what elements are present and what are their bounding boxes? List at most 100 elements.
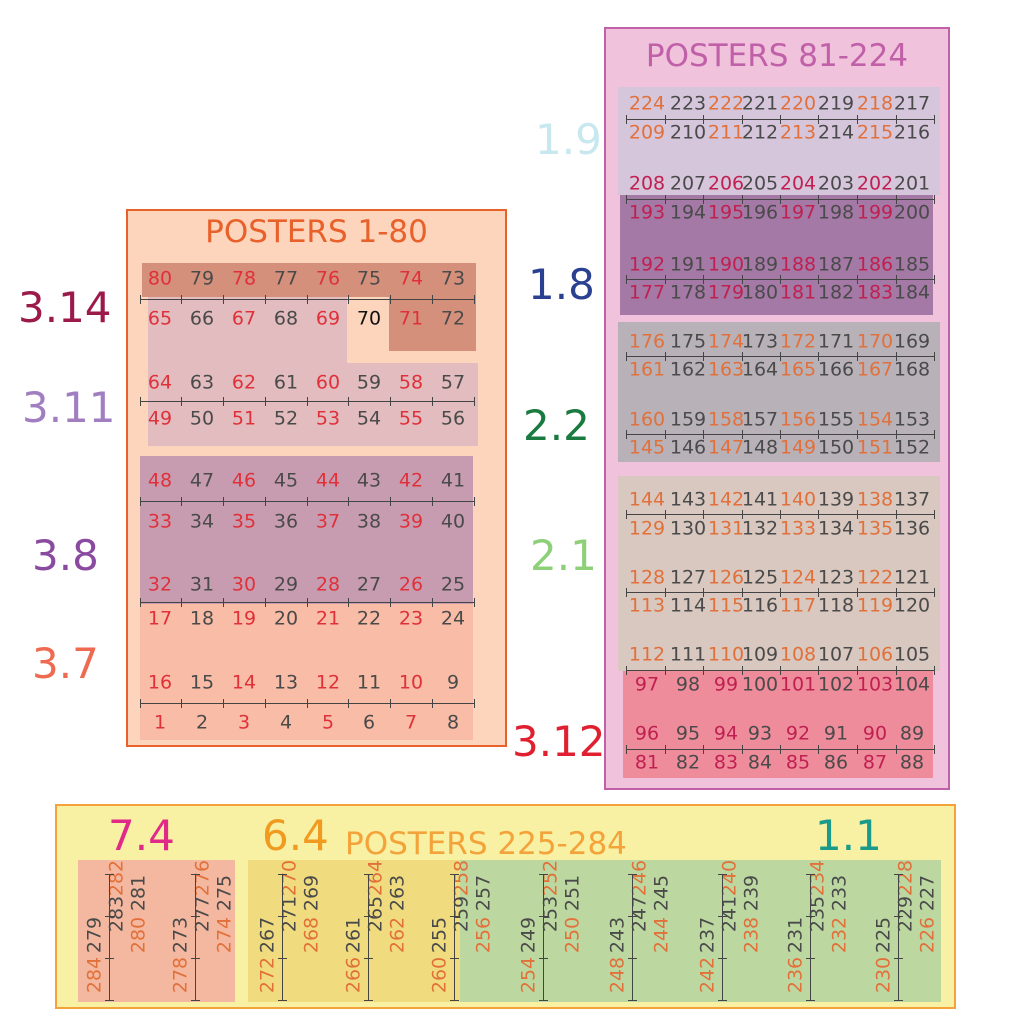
poster-number: 254 xyxy=(517,956,540,994)
poster-number: 73 xyxy=(440,267,466,290)
poster-number: 225 xyxy=(872,916,895,954)
poster-number: 232 xyxy=(828,916,851,954)
poster-number: 108 xyxy=(779,643,817,666)
poster-number: 279 xyxy=(83,916,106,954)
poster-number: 243 xyxy=(606,916,629,954)
divider-tick xyxy=(665,588,666,597)
poster-number: 129 xyxy=(628,517,666,540)
poster-number: 41 xyxy=(440,469,466,492)
poster-number: 259 xyxy=(450,895,473,933)
divider-tick xyxy=(742,195,743,204)
zone-label-3-12: 3.12 xyxy=(512,717,606,766)
poster-number: 79 xyxy=(189,267,215,290)
poster-number: 35 xyxy=(231,510,257,533)
poster-number: 275 xyxy=(213,874,236,912)
poster-number: 26 xyxy=(398,573,424,596)
divider-tick xyxy=(934,666,935,675)
poster-number: 85 xyxy=(785,751,811,774)
divider-tick xyxy=(703,745,704,754)
divider-tick xyxy=(105,874,114,875)
poster-number: 263 xyxy=(386,874,409,912)
poster-number: 132 xyxy=(741,517,779,540)
divider-tick xyxy=(780,195,781,204)
poster-number: 283 xyxy=(105,895,128,933)
divider-line xyxy=(454,874,455,1000)
divider-tick xyxy=(818,510,819,519)
poster-number: 97 xyxy=(634,673,660,696)
divider-tick xyxy=(665,666,666,675)
zone-label-3-8: 3.8 xyxy=(32,531,99,580)
divider-tick xyxy=(432,397,433,406)
poster-number: 238 xyxy=(740,916,763,954)
poster-number: 166 xyxy=(817,358,855,381)
poster-number: 228 xyxy=(894,859,917,897)
poster-number: 203 xyxy=(817,172,855,195)
divider-tick xyxy=(703,510,704,519)
poster-number: 94 xyxy=(713,722,739,745)
poster-number: 93 xyxy=(747,722,773,745)
poster-number: 257 xyxy=(472,874,495,912)
poster-number: 71 xyxy=(398,307,424,330)
poster-number: 83 xyxy=(713,751,739,774)
zone-label-1-9: 1.9 xyxy=(535,115,602,164)
poster-number: 156 xyxy=(779,408,817,431)
divider-tick xyxy=(780,588,781,597)
poster-number: 25 xyxy=(440,573,466,596)
poster-number: 274 xyxy=(213,916,236,954)
divider-tick xyxy=(780,352,781,361)
poster-number: 177 xyxy=(628,281,666,304)
divider-line xyxy=(109,874,110,1000)
poster-number: 211 xyxy=(707,121,745,144)
poster-number: 215 xyxy=(856,121,894,144)
poster-number: 214 xyxy=(817,121,855,144)
divider-tick xyxy=(626,745,627,754)
poster-number: 159 xyxy=(669,408,707,431)
poster-number: 179 xyxy=(707,281,745,304)
divider-tick xyxy=(857,115,858,124)
divider-tick xyxy=(390,397,391,406)
poster-number: 157 xyxy=(741,408,779,431)
poster-number: 258 xyxy=(450,859,473,897)
zone-label-3-11: 3.11 xyxy=(22,383,116,432)
divider-tick xyxy=(818,275,819,284)
poster-number: 188 xyxy=(779,253,817,276)
poster-number: 140 xyxy=(779,488,817,511)
zone-7-4-band xyxy=(78,860,235,1002)
divider-tick xyxy=(857,275,858,284)
poster-number: 44 xyxy=(315,469,341,492)
poster-number: 11 xyxy=(356,671,382,694)
poster-number: 149 xyxy=(779,436,817,459)
poster-number: 131 xyxy=(707,517,745,540)
poster-number: 75 xyxy=(356,267,382,290)
divider-line xyxy=(810,874,811,1000)
poster-number: 268 xyxy=(300,916,323,954)
divider-line xyxy=(368,874,369,1000)
poster-number: 135 xyxy=(856,517,894,540)
poster-number: 197 xyxy=(779,201,817,224)
poster-number: 178 xyxy=(669,281,707,304)
divider-tick xyxy=(718,916,727,917)
poster-number: 57 xyxy=(440,371,466,394)
divider-tick xyxy=(703,430,704,439)
poster-number: 2 xyxy=(195,711,209,734)
divider-tick xyxy=(105,1000,114,1001)
divider-tick xyxy=(140,397,141,406)
divider-tick xyxy=(628,1000,637,1001)
poster-number: 134 xyxy=(817,517,855,540)
divider-tick xyxy=(278,958,287,959)
poster-number: 201 xyxy=(893,172,931,195)
divider-tick xyxy=(474,699,475,708)
poster-number: 246 xyxy=(628,859,651,897)
divider-tick xyxy=(450,916,459,917)
poster-number: 164 xyxy=(741,358,779,381)
divider-tick xyxy=(278,1000,287,1001)
divider-tick xyxy=(665,115,666,124)
divider-tick xyxy=(223,598,224,607)
poster-number: 150 xyxy=(817,436,855,459)
poster-number: 88 xyxy=(899,751,925,774)
divider-tick xyxy=(626,195,627,204)
poster-number: 89 xyxy=(899,722,925,745)
divider-tick xyxy=(934,745,935,754)
poster-number: 110 xyxy=(707,643,745,666)
divider-tick xyxy=(742,510,743,519)
